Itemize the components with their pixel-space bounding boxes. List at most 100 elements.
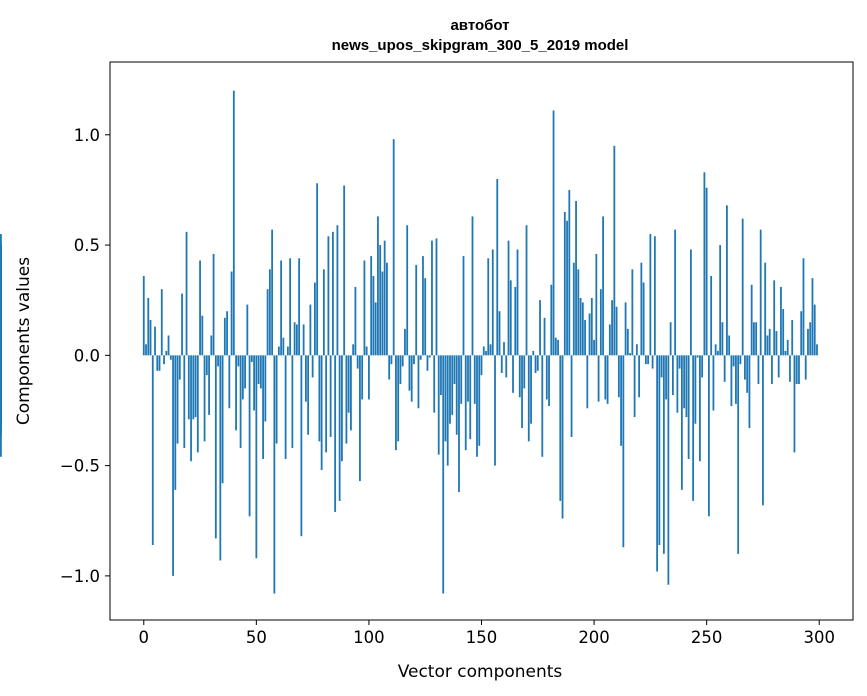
bar	[388, 355, 391, 380]
bar	[257, 355, 260, 385]
bar	[575, 200, 577, 356]
bar	[286, 346, 289, 356]
bar	[219, 355, 222, 561]
bar	[379, 245, 382, 356]
bar	[717, 350, 719, 356]
bar	[307, 355, 310, 435]
bar	[653, 236, 656, 356]
bar	[800, 311, 803, 356]
bar	[532, 350, 535, 356]
y-tick-label: −0.5	[60, 457, 100, 476]
bar	[273, 355, 276, 594]
bar	[464, 355, 467, 451]
bar	[444, 355, 447, 442]
bar	[644, 355, 647, 365]
bar	[271, 229, 274, 356]
bar	[365, 346, 368, 356]
bar	[178, 355, 181, 380]
bar	[487, 258, 490, 356]
bar	[176, 355, 179, 444]
bar	[757, 355, 760, 385]
bar	[572, 262, 575, 356]
bar	[435, 238, 438, 356]
bar	[696, 355, 699, 358]
bar	[282, 337, 285, 356]
bar	[0, 355, 2, 356]
bar	[284, 355, 287, 459]
bar	[694, 355, 697, 424]
bar	[266, 289, 269, 356]
x-axis-ticks: 0 50 100 150 200 250 300	[139, 620, 835, 647]
bar	[478, 355, 481, 446]
bar	[665, 355, 668, 400]
bar	[235, 355, 237, 431]
bar	[424, 278, 427, 356]
bar	[208, 355, 210, 415]
bar	[795, 355, 798, 385]
bar	[771, 355, 773, 385]
bar	[336, 225, 339, 356]
bar	[262, 355, 264, 459]
bar	[343, 185, 346, 356]
bar	[539, 300, 541, 356]
bar	[147, 297, 150, 356]
bar	[753, 322, 755, 356]
bar	[165, 350, 168, 356]
bar	[169, 355, 172, 360]
bar	[406, 225, 409, 356]
bar	[512, 355, 514, 393]
bar	[557, 339, 559, 356]
bar	[500, 355, 503, 373]
bar	[154, 326, 156, 356]
bar	[408, 355, 411, 391]
bar	[386, 262, 388, 356]
bar	[142, 275, 145, 356]
bar	[809, 322, 812, 356]
y-tick-label: 0.5	[74, 236, 100, 255]
bar	[590, 297, 593, 356]
bar	[782, 309, 785, 356]
bar	[163, 355, 165, 365]
bar	[617, 355, 620, 398]
bar	[203, 355, 206, 442]
bar	[626, 328, 629, 356]
bar	[671, 355, 674, 396]
bar	[588, 313, 591, 356]
bar	[527, 355, 530, 442]
bar	[223, 317, 226, 356]
bar	[525, 225, 528, 356]
bar	[228, 355, 231, 409]
bar	[145, 344, 147, 356]
bar	[327, 236, 330, 356]
bar	[683, 355, 686, 409]
bar	[295, 324, 298, 356]
bar	[280, 260, 283, 356]
bar	[586, 355, 589, 409]
bar	[482, 346, 485, 356]
bar	[201, 315, 204, 356]
bar	[149, 320, 152, 356]
bar	[428, 355, 431, 358]
bar	[476, 355, 478, 457]
bar	[433, 355, 436, 413]
bar	[250, 355, 253, 362]
bar	[347, 355, 350, 413]
bar	[232, 90, 235, 356]
bar	[356, 355, 359, 369]
bar	[662, 355, 665, 554]
bar	[656, 355, 659, 572]
bar	[764, 262, 767, 356]
bar	[780, 286, 782, 356]
bar	[401, 355, 404, 367]
bar	[615, 306, 618, 356]
bar	[172, 355, 174, 576]
bar	[719, 245, 722, 356]
bar	[541, 355, 544, 457]
bar	[417, 355, 420, 409]
bar	[419, 355, 422, 360]
bar	[302, 324, 305, 356]
bar	[181, 293, 183, 356]
bar	[451, 355, 454, 415]
bar	[750, 284, 753, 356]
